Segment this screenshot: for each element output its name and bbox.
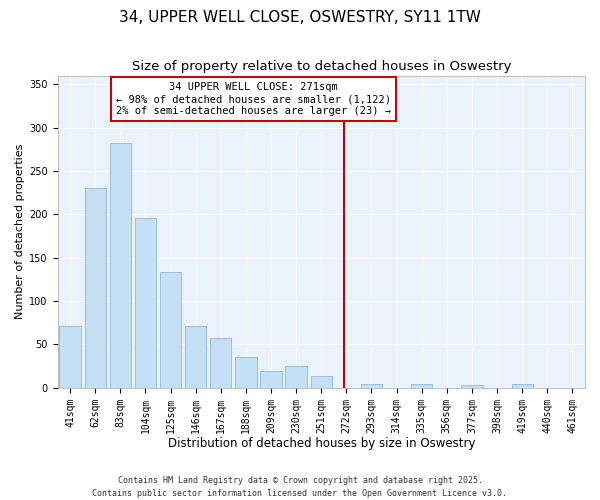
Bar <box>260 372 281 388</box>
Bar <box>85 188 106 388</box>
Bar <box>160 272 181 388</box>
Text: Contains HM Land Registry data © Crown copyright and database right 2025.
Contai: Contains HM Land Registry data © Crown c… <box>92 476 508 498</box>
Bar <box>512 384 533 388</box>
X-axis label: Distribution of detached houses by size in Oswestry: Distribution of detached houses by size … <box>167 437 475 450</box>
Bar <box>135 218 156 388</box>
Y-axis label: Number of detached properties: Number of detached properties <box>15 144 25 320</box>
Bar <box>461 386 482 388</box>
Title: Size of property relative to detached houses in Oswestry: Size of property relative to detached ho… <box>131 60 511 73</box>
Text: 34, UPPER WELL CLOSE, OSWESTRY, SY11 1TW: 34, UPPER WELL CLOSE, OSWESTRY, SY11 1TW <box>119 10 481 25</box>
Bar <box>235 358 257 388</box>
Bar <box>110 143 131 388</box>
Bar <box>411 384 433 388</box>
Bar <box>311 376 332 388</box>
Bar <box>286 366 307 388</box>
Bar <box>185 326 206 388</box>
Bar <box>361 384 382 388</box>
Bar <box>59 326 81 388</box>
Bar <box>210 338 232 388</box>
Text: 34 UPPER WELL CLOSE: 271sqm
← 98% of detached houses are smaller (1,122)
2% of s: 34 UPPER WELL CLOSE: 271sqm ← 98% of det… <box>116 82 391 116</box>
